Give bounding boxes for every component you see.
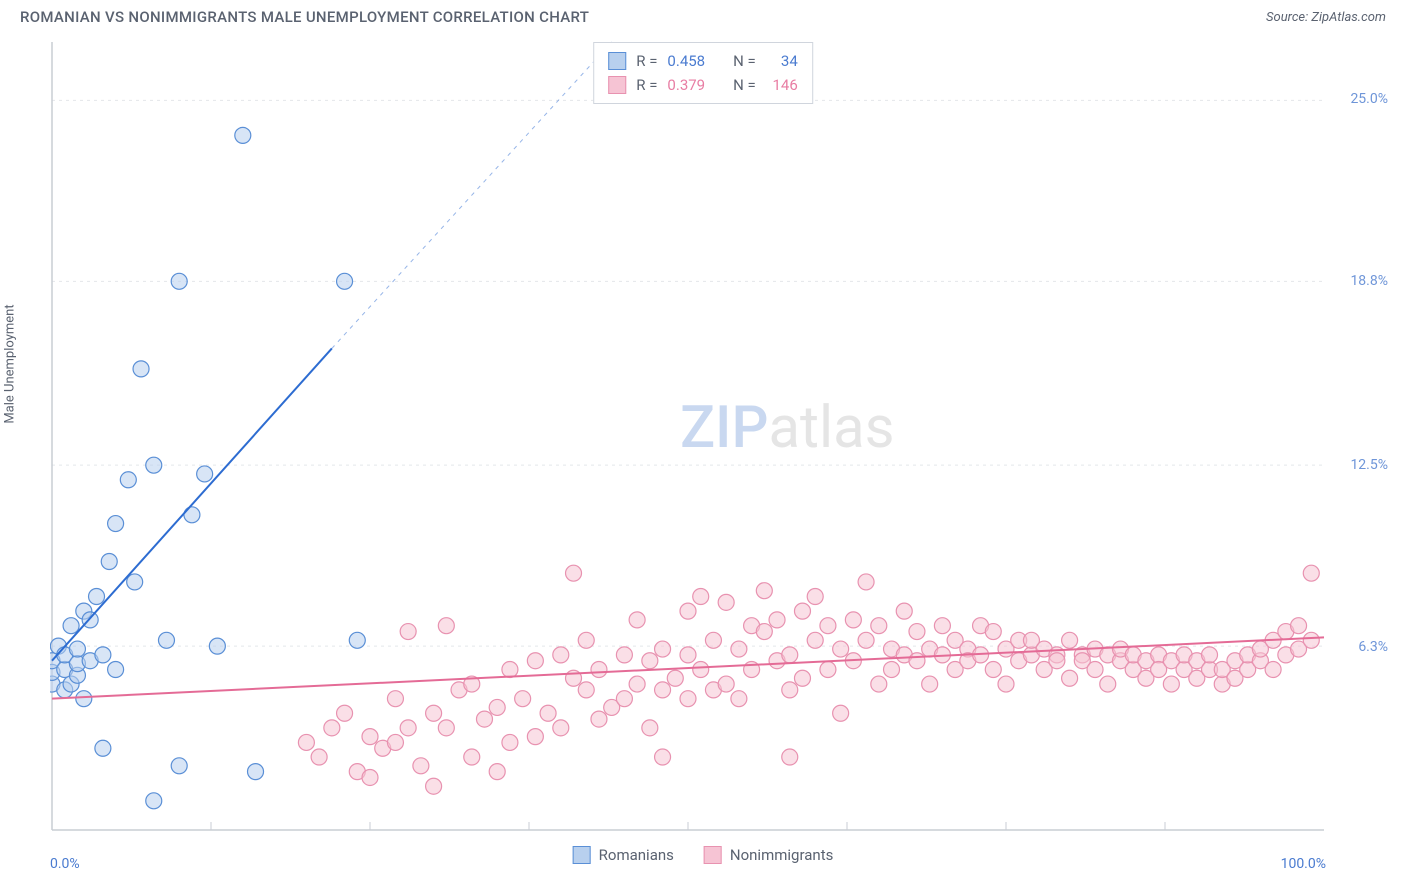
swatch-romanians <box>608 52 626 70</box>
n-value-romanians: 34 <box>766 49 798 73</box>
chart-area <box>50 40 1326 832</box>
swatch-nonimmigrants <box>608 76 626 94</box>
source-label: Source: ZipAtlas.com <box>1266 10 1386 25</box>
n-label: N = <box>733 49 756 73</box>
correlation-legend: R = 0.458 N = 34 R = 0.379 N = 146 <box>593 42 813 104</box>
y-tick-label: 12.5% <box>1350 457 1388 473</box>
y-tick-label: 18.8% <box>1350 273 1388 289</box>
r-value-nonimmigrants: 0.379 <box>667 73 705 97</box>
y-tick-label: 25.0% <box>1350 91 1388 107</box>
n-label: N = <box>733 73 756 97</box>
chart-title: ROMANIAN VS NONIMMIGRANTS MALE UNEMPLOYM… <box>20 8 589 26</box>
x-tick-max: 100.0% <box>1281 856 1326 872</box>
y-tick-label: 6.3% <box>1358 639 1388 655</box>
x-tick-min: 0.0% <box>50 856 80 872</box>
scatter-chart-svg <box>50 40 1326 832</box>
n-value-nonimmigrants: 146 <box>766 73 798 97</box>
x-axis-labels: 0.0% 100.0% <box>50 856 1326 872</box>
r-label: R = <box>636 49 657 73</box>
r-label: R = <box>636 73 657 97</box>
chart-header: ROMANIAN VS NONIMMIGRANTS MALE UNEMPLOYM… <box>0 0 1406 30</box>
legend-row-nonimmigrants: R = 0.379 N = 146 <box>608 73 798 97</box>
y-axis-label: Male Unemployment <box>3 304 18 423</box>
r-value-romanians: 0.458 <box>667 49 705 73</box>
legend-row-romanians: R = 0.458 N = 34 <box>608 49 798 73</box>
